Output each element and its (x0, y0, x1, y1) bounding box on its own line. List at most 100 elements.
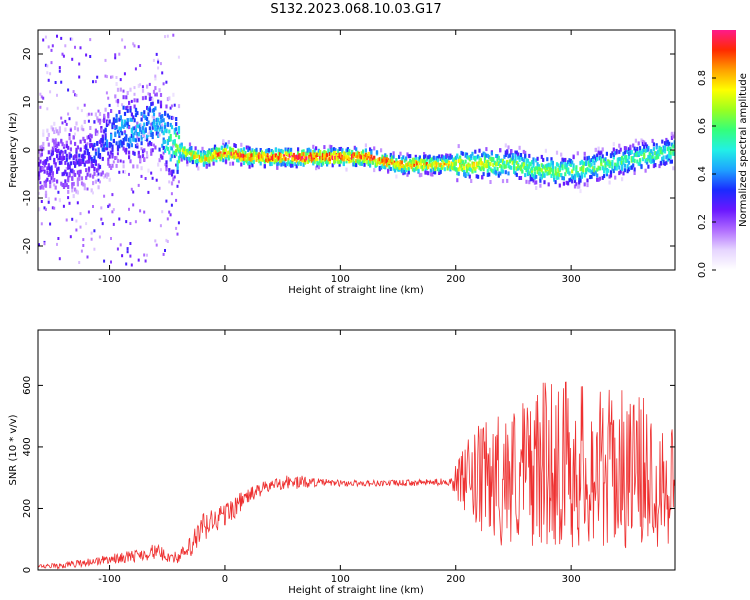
heatmap-cell (353, 152, 356, 157)
heatmap-cell (295, 164, 298, 169)
heatmap-cell (114, 53, 117, 57)
heatmap-cell (540, 154, 543, 159)
heatmap-cell (450, 163, 453, 168)
heatmap-cell (38, 157, 40, 161)
heatmap-cell (53, 130, 56, 134)
heatmap-cell (54, 185, 57, 190)
heatmap-cell (133, 151, 136, 156)
heatmap-cell (485, 147, 488, 152)
heatmap-cell (179, 147, 182, 152)
heatmap-cell (79, 46, 82, 50)
heatmap-cell (107, 161, 110, 166)
heatmap-cell (594, 156, 597, 161)
heatmap-cell (564, 172, 567, 177)
heatmap-cell (157, 58, 160, 62)
heatmap-cell (60, 181, 63, 186)
heatmap-cell (652, 158, 655, 163)
heatmap-cell (89, 133, 92, 138)
heatmap-cell (227, 140, 230, 145)
heatmap-cell (651, 156, 654, 161)
heatmap-cell (274, 148, 277, 153)
heatmap-cell (478, 165, 481, 170)
heatmap-cell (49, 171, 52, 176)
heatmap-cell (315, 157, 318, 162)
heatmap-cell (561, 164, 564, 169)
heatmap-cell (141, 134, 144, 138)
heatmap-cell (503, 154, 506, 159)
heatmap-cell (176, 166, 179, 171)
heatmap-cell (585, 162, 588, 166)
heatmap-cell (107, 120, 110, 124)
heatmap-cell (62, 204, 65, 208)
heatmap-cell (212, 147, 215, 152)
heatmap-cell (39, 185, 42, 190)
heatmap-cell (161, 71, 164, 75)
heatmap-cell (558, 166, 561, 171)
heatmap-cell (172, 139, 175, 144)
heatmap-cell (46, 71, 49, 75)
heatmap-cell (319, 159, 322, 164)
spectrogram-heatmap (38, 33, 675, 267)
heatmap-cell (269, 154, 272, 159)
heatmap-cell (659, 150, 662, 155)
heatmap-cell (285, 162, 289, 167)
heatmap-cell (251, 157, 254, 162)
heatmap-cell (44, 183, 48, 188)
heatmap-cell (298, 160, 301, 165)
heatmap-cell (122, 164, 125, 169)
heatmap-cell (251, 153, 254, 158)
heatmap-cell (456, 167, 459, 172)
heatmap-cell (187, 156, 190, 161)
heatmap-cell (162, 151, 165, 155)
heatmap-cell (58, 198, 61, 203)
heatmap-cell (492, 163, 495, 167)
heatmap-cell (511, 160, 514, 165)
heatmap-cell (148, 108, 151, 113)
heatmap-cell (643, 140, 646, 145)
heatmap-cell (151, 108, 154, 113)
heatmap-cell (507, 145, 510, 150)
heatmap-cell (339, 159, 343, 164)
heatmap-cell (104, 173, 107, 178)
heatmap-cell (176, 232, 179, 236)
heatmap-cell (443, 167, 446, 172)
heatmap-cell (526, 166, 529, 171)
heatmap-cell (315, 154, 318, 159)
heatmap-cell (575, 182, 578, 187)
heatmap-cell (193, 150, 196, 155)
heatmap-cell (312, 144, 315, 149)
heatmap-cell (85, 168, 88, 173)
heatmap-cell (532, 160, 535, 165)
heatmap-cell (87, 119, 90, 123)
heatmap-cell (226, 151, 229, 156)
heatmap-cell (449, 153, 452, 158)
heatmap-cell (182, 148, 185, 153)
heatmap-cell (252, 160, 255, 164)
heatmap-cell (525, 161, 528, 166)
heatmap-cell (504, 170, 507, 175)
heatmap-cell (50, 61, 53, 65)
heatmap-cell (362, 149, 365, 154)
heatmap-cell (662, 155, 665, 160)
heatmap-cell (468, 174, 471, 179)
heatmap-cell (600, 150, 603, 155)
heatmap-cell (157, 125, 160, 130)
heatmap-cell (327, 148, 330, 153)
heatmap-cell (453, 165, 456, 170)
heatmap-cell (247, 148, 250, 153)
heatmap-cell (238, 151, 241, 156)
heatmap-cell (441, 158, 444, 163)
heatmap-cell (85, 144, 88, 149)
heatmap-cell (420, 159, 423, 164)
heatmap-cell (399, 151, 402, 156)
heatmap-cell (176, 184, 179, 188)
heatmap-cell (418, 155, 421, 160)
heatmap-cell (609, 173, 613, 178)
heatmap-cell (177, 155, 181, 160)
heatmap-cell (119, 159, 122, 163)
heatmap-cell (269, 157, 272, 162)
heatmap-cell (114, 133, 117, 138)
heatmap-cell (517, 152, 520, 157)
heatmap-cell (641, 142, 644, 146)
heatmap-cell (382, 165, 385, 169)
